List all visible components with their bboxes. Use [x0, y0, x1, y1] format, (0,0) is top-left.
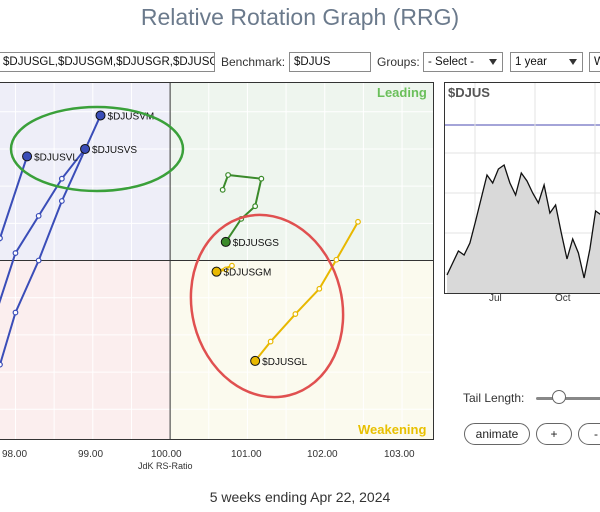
series-tail-point [12, 309, 19, 316]
tail-length-slider-handle[interactable] [552, 390, 566, 404]
minus-button[interactable]: - [578, 423, 600, 445]
leading-label: Leading [377, 85, 427, 100]
series-tail-point [267, 338, 274, 345]
x-tick: 101.00 [231, 449, 262, 460]
symbols-input[interactable]: $DJUSGL,$DJUSGM,$DJUSGR,$DJUSGS [0, 52, 215, 72]
mini-x-tick: Oct [555, 293, 571, 304]
series-tail-point [292, 311, 299, 317]
series-tail-point [225, 172, 231, 178]
mini-area [447, 165, 600, 293]
series-tail-point [229, 262, 235, 269]
animate-button[interactable]: animate [464, 423, 530, 445]
groups-label: Groups: [377, 55, 420, 69]
series-tails: $DJUSVM $DJUSVS $DJUSVL $DJUSGS $DJUSGM $DJUS… [0, 110, 361, 368]
period-select[interactable]: 1 year [510, 52, 583, 72]
tail-length-label: Tail Length: [463, 391, 525, 405]
series-tail-point [12, 250, 19, 256]
page-title: Relative Rotation Graph (RRG) [140, 4, 460, 30]
plot-frame [0, 82, 434, 440]
x-tick: 100.00 [151, 449, 182, 460]
mini-chart-title: $DJUS [448, 85, 490, 100]
series-label: $DJUSGM [224, 268, 272, 279]
series-label: $DJUSVL [34, 152, 78, 163]
series-label: $DJUSGL [262, 357, 307, 368]
series-tail-line [0, 156, 29, 243]
series-tail-point [58, 175, 65, 182]
series-tail-point [0, 235, 3, 242]
toolbar: $DJUSGL,$DJUSGM,$DJUSGR,$DJUSGS Benchmar… [0, 52, 600, 74]
period-footer: 5 weeks ending Apr 22, 2024 [209, 489, 391, 505]
series-head-marker[interactable] [211, 266, 222, 277]
series-tail-line [254, 221, 359, 362]
series-tail-point [258, 175, 265, 182]
series-head-marker[interactable] [22, 151, 33, 162]
series-head-marker[interactable] [95, 110, 106, 121]
series-tail-point [35, 212, 42, 219]
series-label: $DJUSVS [92, 145, 137, 156]
x-tick: 102.00 [307, 449, 338, 460]
highlight-circle-green [9, 105, 185, 193]
series-tail-line [0, 148, 86, 304]
x-tick: 98.00 [2, 449, 28, 460]
series-tail-point [0, 361, 3, 368]
tail-length-slider[interactable] [536, 397, 600, 400]
benchmark-mini-chart: $DJUS [444, 82, 600, 294]
series-tail-point [58, 198, 65, 204]
series-tail-point [222, 266, 229, 273]
series-head-marker[interactable] [220, 236, 231, 247]
x-axis-label: JdK RS-Ratio [138, 461, 193, 471]
series-tail-point [219, 186, 226, 193]
benchmark-label: Benchmark: [221, 55, 286, 69]
mini-chart-svg [445, 83, 600, 293]
series-tail-point [355, 218, 361, 225]
groups-select[interactable]: - Select - [423, 52, 503, 72]
highlight-circle-red [189, 213, 345, 399]
series-head-marker[interactable] [250, 355, 261, 366]
series-tail-point [316, 285, 323, 292]
series-tail-point [252, 203, 259, 210]
mini-x-tick: Jul [489, 293, 502, 304]
series-label: $DJUSGS [233, 238, 279, 249]
weakening-label: Weakening [358, 422, 427, 437]
series-head-marker[interactable] [80, 143, 91, 154]
frequency-select[interactable]: W [589, 52, 600, 72]
series-label: $DJUSVM [108, 111, 155, 122]
benchmark-input[interactable]: $DJUS [289, 52, 371, 72]
mini-line [446, 163, 600, 279]
series-tail-point [333, 256, 340, 263]
series-tail-point [35, 257, 42, 264]
plus-button[interactable]: + [536, 423, 572, 445]
x-tick: 103.00 [384, 449, 415, 460]
x-tick: 99.00 [78, 449, 104, 460]
